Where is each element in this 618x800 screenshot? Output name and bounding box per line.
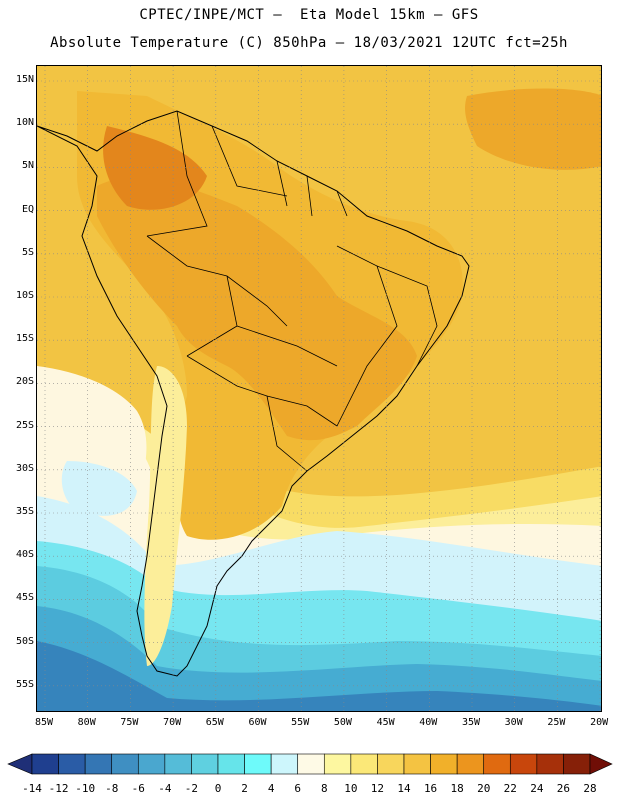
south-america-coastline [37, 110, 470, 677]
colorbar-under-arrow [7, 753, 33, 775]
lat-tick-label: 20S [15, 376, 34, 388]
lat-tick-label: 5N [21, 160, 34, 172]
colorbar-tick-label: -6 [131, 782, 145, 795]
lat-tick-label: 15N [15, 74, 34, 85]
lat-tick-label: 45S [15, 592, 34, 604]
lat-tick-label: 15S [15, 333, 34, 345]
colorbar-tick-label: 22 [503, 782, 517, 795]
northern-hot-spot [103, 126, 207, 210]
colorbar-segment [137, 753, 166, 775]
atlantic-warm-patch [465, 88, 601, 170]
colorbar-segment [509, 753, 538, 775]
colorbar-tick-label: 2 [241, 782, 248, 795]
colorbar-segment [244, 753, 272, 775]
colorbar-tick-label: -12 [48, 782, 69, 795]
title-line-1: CPTEC/INPE/MCT – Eta Model 15km – GFS [139, 7, 479, 23]
temperature-map [36, 65, 602, 712]
colorbar-segment [323, 753, 352, 775]
lon-tick-label: 20W [590, 717, 609, 728]
colorbar-tick-label: 10 [344, 782, 358, 795]
lon-tick-label: 75W [120, 717, 139, 728]
lat-tick-label: 30S [15, 462, 34, 474]
lon-tick-label: 80W [77, 717, 96, 728]
colorbar-segment [377, 753, 405, 775]
lon-tick-label: 85W [34, 717, 54, 728]
colorbar-tick-label: 4 [267, 782, 275, 795]
title-line-2: Absolute Temperature (C) 850hPa – 18/03/… [50, 35, 568, 51]
continent-hot-core [97, 177, 417, 441]
mid-blue-band [37, 606, 601, 711]
colorbar-tick-label: 28 [583, 782, 597, 795]
colorbar-tick-label: 14 [397, 782, 411, 795]
colorbar-tick-label: -8 [105, 782, 119, 795]
lon-tick-label: 40W [419, 717, 438, 728]
colorbar-segment [31, 753, 59, 775]
lat-tick-label: 5S [21, 246, 34, 258]
colorbar-tick-label: 24 [530, 782, 544, 795]
colorbar-tick-label: -14 [22, 782, 42, 795]
lat-tick-label: 40S [15, 549, 34, 561]
colorbar-tick-label: 0 [214, 782, 222, 795]
lat-tick-label: 50S [15, 635, 34, 647]
colorbar-segment [58, 753, 86, 775]
map-canvas [37, 66, 601, 711]
colorbar-segment [483, 753, 511, 775]
colorbar-tick-label: 12 [370, 782, 385, 795]
lon-tick-label: 65W [205, 717, 224, 728]
colorbar-segment [297, 753, 325, 775]
lon-tick-label: 60W [248, 717, 267, 728]
temperature-colorbar [7, 753, 613, 775]
colorbar-tick-label: -4 [158, 782, 172, 795]
lat-tick-label: 10N [15, 117, 34, 129]
colorbar-segment [191, 753, 219, 775]
colorbar-segment [111, 753, 139, 775]
colorbar-tick-label: 6 [294, 782, 302, 795]
lon-tick-label: 50W [333, 717, 352, 728]
colorbar-over-arrow [589, 753, 613, 775]
colorbar-segment [217, 753, 245, 775]
colorbar-segment [270, 753, 299, 775]
colorbar-tick-label: -2 [184, 782, 199, 795]
colorbar-segment [456, 753, 485, 775]
colorbar-segment [403, 753, 431, 775]
colorbar-tick-label: 8 [320, 782, 328, 795]
lat-tick-label: 25S [15, 419, 34, 431]
lon-tick-label: 45W [376, 717, 395, 728]
pacific-cyan-pocket [61, 461, 137, 516]
lat-tick-label: 10S [15, 290, 34, 301]
country-borders [146, 110, 438, 472]
deep-blue-band [37, 641, 601, 711]
colorbar-tick-label: -10 [75, 782, 96, 795]
lat-tick-label: EQ [21, 203, 34, 215]
lat-tick-label: 55S [15, 678, 34, 690]
colorbar-segment [536, 753, 564, 775]
colorbar-segment [164, 753, 192, 775]
lon-tick-label: 35W [461, 717, 481, 728]
lon-tick-label: 25W [547, 717, 566, 728]
lat-tick-label: 35S [15, 506, 34, 517]
colorbar-tick-label: 18 [450, 782, 464, 795]
colorbar-segment [563, 753, 591, 775]
lon-tick-label: 70W [163, 717, 182, 728]
colorbar-tick-label: 26 [556, 782, 571, 795]
lon-tick-label: 55W [291, 717, 310, 728]
lon-tick-label: 30W [504, 717, 523, 728]
colorbar-segment [350, 753, 378, 775]
colorbar-tick-label: 20 [477, 782, 491, 795]
colorbar-tick-label: 16 [423, 782, 438, 795]
colorbar-segment [430, 753, 458, 775]
colorbar-segment [84, 753, 113, 775]
andes-cool-strip [144, 366, 187, 666]
